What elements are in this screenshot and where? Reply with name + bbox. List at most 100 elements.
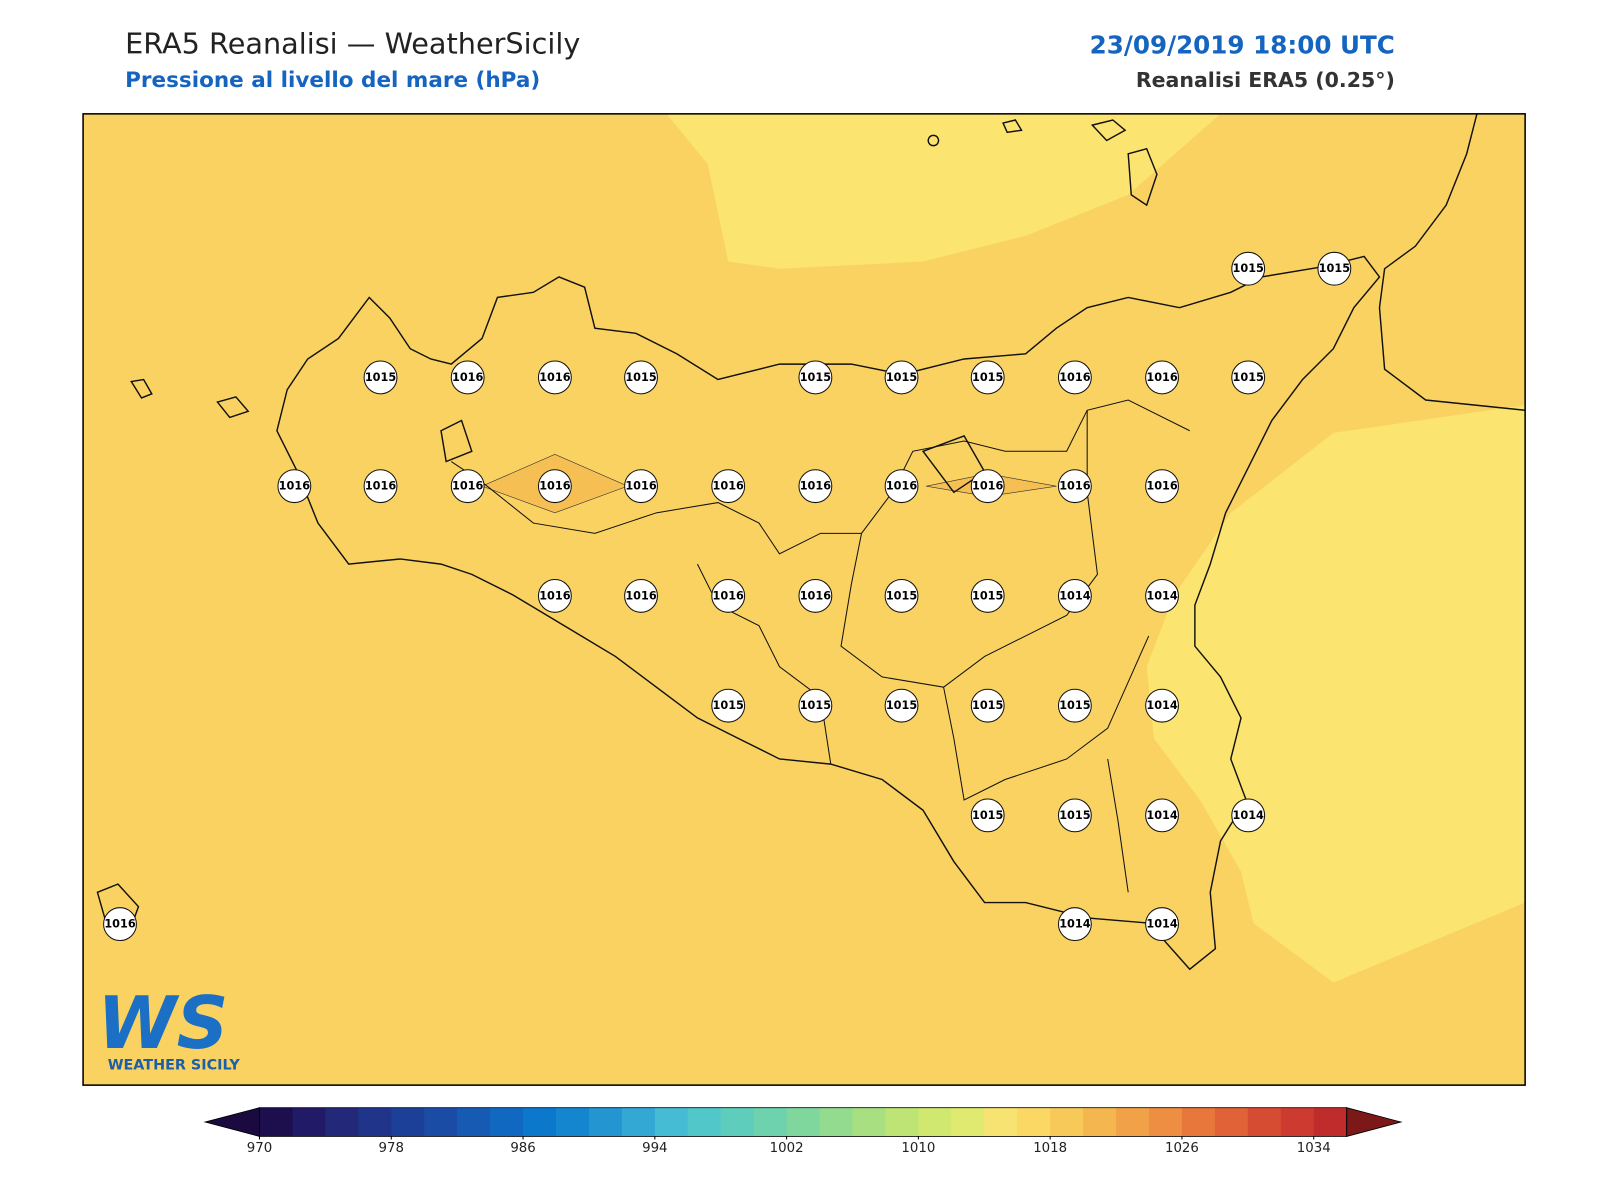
station-value: 1015 — [972, 809, 1004, 822]
colorbar-segment — [1050, 1107, 1084, 1137]
station-value: 1016 — [625, 589, 657, 602]
colorbar-tick-label: 970 — [247, 1141, 272, 1156]
station-value: 1014 — [1146, 809, 1178, 822]
station: 1015 — [624, 360, 658, 395]
station-value: 1016 — [452, 371, 484, 384]
station-marker — [624, 578, 658, 613]
station: 1015 — [884, 688, 919, 723]
colorbar-extend-high — [1346, 1107, 1403, 1137]
station: 1016 — [537, 469, 572, 504]
station-marker — [450, 360, 485, 395]
station-marker — [363, 469, 398, 504]
station: 1015 — [884, 578, 919, 613]
station-marker — [1057, 469, 1092, 504]
station-value: 1016 — [1059, 371, 1091, 384]
station: 1015 — [1231, 251, 1266, 286]
station-marker — [1231, 798, 1266, 833]
station-marker — [884, 578, 919, 613]
station: 1016 — [798, 578, 833, 613]
colorbar-segment — [259, 1107, 293, 1137]
colorbar-segment — [424, 1107, 458, 1137]
colorbar-segment — [984, 1107, 1018, 1137]
station-value: 1016 — [713, 480, 745, 493]
colorbar-segment — [654, 1107, 689, 1137]
colorbar-segment — [1313, 1107, 1348, 1137]
colorbar-segment — [457, 1107, 491, 1137]
station-marker — [970, 578, 1005, 613]
colorbar-segment — [687, 1107, 722, 1137]
station-marker — [711, 688, 746, 723]
station-value: 1016 — [539, 480, 571, 493]
colorbar-segment — [1214, 1107, 1249, 1137]
station: 1015 — [363, 360, 398, 395]
colorbar-segment — [852, 1107, 886, 1137]
date: 23/09/2019 18:00 UTC — [1090, 30, 1395, 59]
station: 1015 — [1231, 360, 1266, 395]
station-marker — [1231, 360, 1266, 395]
station: 1016 — [711, 469, 746, 504]
station-value: 1014 — [1059, 589, 1091, 602]
station: 1015 — [970, 578, 1005, 613]
colorbar-segment — [786, 1107, 821, 1137]
coastline — [96, 113, 1526, 971]
station-marker — [970, 688, 1005, 723]
station-marker — [277, 469, 312, 504]
station-marker — [1145, 798, 1179, 833]
colorbar: 970 978 986 994 1002 1010 1018 1026 1034 — [203, 1107, 1403, 1156]
colorbar-segment — [358, 1107, 392, 1137]
station-value: 1014 — [1059, 918, 1091, 931]
station: 1016 — [1145, 469, 1179, 504]
colorbar-segment — [918, 1107, 952, 1137]
station-marker — [970, 469, 1005, 504]
station-value: 1016 — [800, 589, 832, 602]
station-value: 1015 — [972, 699, 1004, 712]
station: 1016 — [450, 360, 485, 395]
station: 1016 — [103, 907, 137, 942]
colorbar-segment — [753, 1107, 788, 1137]
station-marker — [1057, 798, 1092, 833]
station: 1016 — [363, 469, 398, 504]
title: ERA5 Reanalisi — WeatherSicily — [125, 26, 580, 60]
station-marker — [1057, 360, 1092, 395]
colorbar-segment — [555, 1107, 590, 1137]
station-marker — [1057, 578, 1092, 613]
station-value: 1016 — [1146, 480, 1178, 493]
station-marker — [970, 798, 1005, 833]
station-value: 1014 — [1233, 809, 1265, 822]
colorbar-segment — [720, 1107, 755, 1137]
station: 1016 — [624, 578, 658, 613]
station-marker — [970, 360, 1005, 395]
colorbar-segment — [292, 1107, 326, 1137]
station-marker — [1145, 469, 1179, 504]
station: 1015 — [1317, 251, 1352, 286]
colorbar-segment — [391, 1107, 425, 1137]
station: 1014 — [1057, 578, 1092, 613]
colorbar-segment — [325, 1107, 359, 1137]
colorbar-segment — [1017, 1107, 1051, 1137]
colorbar-segment — [1247, 1107, 1282, 1137]
station: 1016 — [1057, 469, 1092, 504]
station-marker — [1057, 688, 1092, 723]
station-marker — [537, 360, 572, 395]
colorbar-segment — [1083, 1107, 1117, 1137]
stations: 1015 1015 1015 1016 1016 1015 1015 1015 1015 1016… — [103, 251, 1352, 942]
station: 1015 — [711, 688, 746, 723]
station-marker — [624, 469, 658, 504]
station-marker — [1231, 251, 1266, 286]
station-marker — [711, 469, 746, 504]
station: 1016 — [624, 469, 658, 504]
station-value: 1016 — [1146, 371, 1178, 384]
station: 1016 — [537, 360, 572, 395]
station-marker — [798, 578, 833, 613]
subtitle: Pressione al livello del mare (hPa) — [125, 68, 540, 93]
station-marker — [450, 469, 485, 504]
station-marker — [363, 360, 398, 395]
colorbar-segment — [951, 1107, 985, 1137]
station-marker — [711, 578, 746, 613]
station: 1016 — [450, 469, 485, 504]
station-marker — [798, 688, 833, 723]
station-marker — [1145, 360, 1179, 395]
station-value: 1016 — [625, 480, 657, 493]
